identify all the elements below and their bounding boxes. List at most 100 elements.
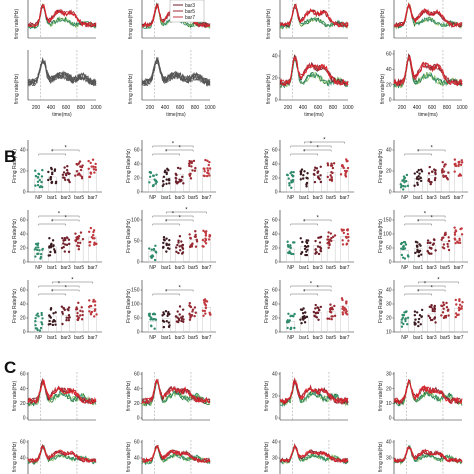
panel-c-trace-red <box>393 446 463 463</box>
panel-b-point <box>446 178 449 181</box>
panel-b-point <box>299 237 302 240</box>
panel-b-point <box>49 306 53 310</box>
panel-b-point <box>318 177 321 181</box>
panel-b-point <box>290 179 293 183</box>
panel-b-point <box>315 250 318 254</box>
panel-b-point <box>80 306 83 309</box>
panel-b-point <box>94 162 97 166</box>
panel-b-point <box>39 252 43 256</box>
panel-b-point <box>148 181 151 184</box>
panel-c-trace-green <box>393 380 463 406</box>
panel-b-point <box>194 233 197 237</box>
panel-c-ytick-label: 60 <box>134 440 140 446</box>
panel-b-point <box>89 171 92 174</box>
panel-b-point <box>314 312 318 315</box>
panel-b-point <box>402 247 406 250</box>
panel-b-ytick-label: 40 <box>272 302 278 308</box>
panel-b-point <box>63 243 67 246</box>
panel-b-category-label: bar7 <box>454 265 464 271</box>
panel-b-sig-bracket <box>404 153 432 156</box>
panel-b-bar <box>88 168 97 193</box>
panel-c-subplot: 60 40 20 0 firing rate(Hz) <box>12 372 97 422</box>
panel-b-point <box>154 250 157 253</box>
panel-b-category-label: NP <box>401 265 409 271</box>
panel-b-point <box>428 316 432 320</box>
panel-b-point <box>319 174 322 177</box>
panel-b-sig-bracket <box>38 215 80 218</box>
panel-b-point <box>68 242 71 246</box>
panel-b-point <box>430 306 433 309</box>
panel-b-sig-bracket <box>38 153 66 156</box>
panel-b-point <box>204 312 207 315</box>
panel-b-point <box>342 231 346 235</box>
panel-b-point <box>188 318 192 321</box>
panel-b-category-label: bar3 <box>61 195 71 201</box>
panel-b-ytick-label: 100 <box>131 302 140 308</box>
panel-b-point <box>306 177 309 180</box>
panel-b-point <box>303 321 307 324</box>
panel-b-point <box>62 239 65 242</box>
panel-b-point <box>441 311 445 314</box>
panel-b-point <box>162 238 166 241</box>
panel-b-point <box>457 306 461 309</box>
panel-b-point <box>165 242 168 246</box>
panel-b-sig-bracket <box>404 223 432 226</box>
panel-b-sig-star: * <box>317 146 320 152</box>
panel-b-sig-bracket <box>166 211 207 214</box>
panel-b-ytick-label: 0 <box>275 260 278 266</box>
panel-b-point <box>47 254 50 257</box>
panel-b-point <box>299 318 302 321</box>
panel-b-point <box>34 320 37 323</box>
panel-b-point <box>317 175 320 178</box>
panel-b-point <box>35 248 39 252</box>
panel-b-point <box>193 314 196 318</box>
panel-b-point <box>316 311 320 315</box>
panel-a-xtick-label: 800 <box>77 105 86 111</box>
panel-b-point <box>404 243 408 246</box>
panel-a-ylabel: firing rate(Hz) <box>128 74 134 105</box>
panel-b-point <box>51 172 54 176</box>
panel-b-category-label: NP <box>287 335 295 341</box>
panel-b-sig-bracket <box>152 145 194 148</box>
panel-b-bar <box>340 236 349 263</box>
panel-b-point <box>162 325 166 329</box>
panel-b-ylabel: Firing Rate(Hz) <box>378 219 384 253</box>
panel-b-point <box>34 184 37 187</box>
panel-b-point <box>328 178 332 182</box>
panel-b-point <box>426 239 430 242</box>
panel-b-point <box>414 318 417 321</box>
panel-b-point <box>93 308 97 311</box>
panel-b-ylabel: Firing Rate(Hz) <box>12 219 18 253</box>
panel-b-point <box>48 319 51 323</box>
panel-b-ytick-label: 60 <box>134 148 140 154</box>
panel-b-point <box>204 304 208 307</box>
panel-b-point <box>67 238 71 241</box>
panel-b-point <box>326 238 329 241</box>
panel-b-category-label: bar3 <box>313 195 323 201</box>
panel-b-point <box>428 246 431 249</box>
panel-b-point <box>206 159 209 163</box>
panel-b-point <box>342 228 345 232</box>
panel-b-ytick-label: 20 <box>20 316 26 322</box>
panel-b-point <box>47 178 50 182</box>
panel-b-point <box>206 171 209 175</box>
panel-b-category-label: bar1 <box>413 335 423 341</box>
panel-b-bar <box>340 305 349 333</box>
panel-b-point <box>148 312 152 316</box>
panel-b-ytick-label: 20 <box>272 316 278 322</box>
panel-b-point <box>62 242 65 245</box>
panel-b-point <box>189 172 192 176</box>
panel-b-ytick-label: 0 <box>23 330 26 336</box>
panel-b-point <box>459 163 463 167</box>
panel-b-ylabel: Firing Rate(Hz) <box>264 219 270 253</box>
panel-b-point <box>92 300 95 303</box>
panel-b-point <box>427 251 430 255</box>
panel-a-subplot <box>393 0 463 39</box>
panel-b-point <box>36 242 40 245</box>
panel-b-point <box>433 178 437 182</box>
panel-b-point <box>457 160 460 164</box>
panel-b-point <box>317 318 320 321</box>
panel-b-point <box>427 172 431 175</box>
panel-b-sig-star: * <box>65 146 68 152</box>
